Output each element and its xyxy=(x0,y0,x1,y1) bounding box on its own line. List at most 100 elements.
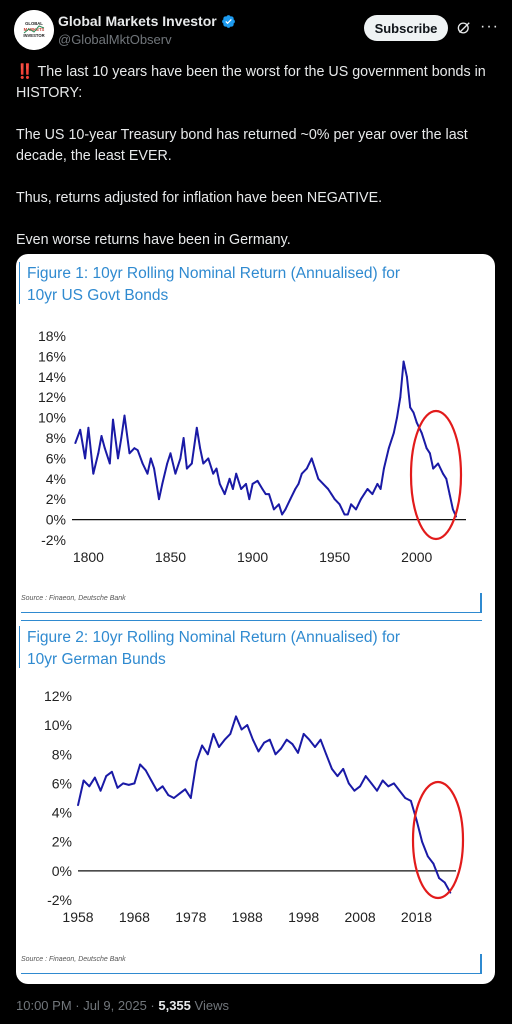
y-tick-label: 6% xyxy=(52,775,72,791)
data-point xyxy=(190,462,193,465)
x-tick-label: 1978 xyxy=(175,909,206,925)
data-point xyxy=(133,782,136,785)
data-point xyxy=(350,503,352,506)
tweet-footer: 10:00 PM · Jul 9, 2025 · 5,355 Views xyxy=(16,998,229,1013)
data-point xyxy=(133,447,136,450)
data-point xyxy=(371,493,374,495)
data-point xyxy=(285,738,288,741)
y-tick-label: 2% xyxy=(52,834,72,850)
data-point xyxy=(398,789,401,792)
data-point xyxy=(212,472,215,475)
data-point xyxy=(399,396,402,399)
data-point xyxy=(141,462,144,465)
x-tick-label: 1958 xyxy=(62,909,93,925)
data-point xyxy=(359,785,361,788)
account-handle[interactable]: @GlobalMktObserv xyxy=(58,32,172,47)
tweet-timestamp[interactable]: 10:00 PM · Jul 9, 2025 · xyxy=(16,998,159,1013)
y-tick-label: 8% xyxy=(46,430,66,446)
data-point xyxy=(392,432,395,434)
data-point xyxy=(128,452,131,455)
data-point xyxy=(88,785,91,788)
y-tick-label: 16% xyxy=(38,348,66,364)
data-point xyxy=(240,488,242,490)
data-point xyxy=(82,779,85,782)
x-tick-label: 2008 xyxy=(345,909,376,925)
tweet-media-image[interactable]: Figure 1: 10yr Rolling Nominal Return (A… xyxy=(16,254,495,984)
data-point xyxy=(103,447,106,450)
data-point xyxy=(127,783,130,786)
data-point xyxy=(291,743,294,745)
data-point xyxy=(364,775,367,778)
data-point xyxy=(92,472,95,475)
data-point xyxy=(212,732,215,735)
data-point xyxy=(347,782,350,785)
data-point xyxy=(174,472,177,475)
data-point xyxy=(280,747,283,750)
x-tick-label: 1968 xyxy=(119,909,150,925)
data-point xyxy=(343,513,346,516)
data-point xyxy=(432,862,435,865)
data-point xyxy=(251,483,254,485)
y-tick-label: -2% xyxy=(41,532,66,548)
grok-icon[interactable] xyxy=(455,19,473,37)
data-point xyxy=(108,462,111,465)
data-point xyxy=(277,503,280,506)
figure-2-title-line-2: 10yr German Bunds xyxy=(27,651,166,668)
data-point xyxy=(149,457,152,460)
data-point xyxy=(322,483,325,485)
data-point xyxy=(294,488,297,490)
data-point xyxy=(281,513,284,516)
data-point xyxy=(412,411,415,414)
data-point xyxy=(99,789,102,792)
highlight-ellipse xyxy=(411,780,465,900)
views-label: Views xyxy=(190,998,229,1013)
data-point xyxy=(342,767,345,770)
account-name[interactable]: Global Markets Investor xyxy=(58,13,217,29)
data-point xyxy=(169,452,172,455)
data-point xyxy=(186,467,188,470)
data-point xyxy=(305,467,308,470)
x-tick-label: 1850 xyxy=(155,549,186,565)
data-point xyxy=(116,786,119,789)
data-point xyxy=(94,776,96,779)
figure-2-chart: 12% 10% 8% 6% 4% 2% 0% -2%1958 1968 1978 1988 1998 2… xyxy=(44,688,465,925)
data-point xyxy=(182,437,185,439)
y-tick-label: 10% xyxy=(38,410,66,426)
verified-badge-icon xyxy=(221,14,235,28)
avatar-text-3: INVESTOR xyxy=(23,33,44,38)
more-horizontal-icon[interactable]: ··· xyxy=(480,18,499,35)
data-point xyxy=(74,442,77,444)
data-point xyxy=(327,488,329,490)
data-point xyxy=(274,753,277,756)
data-point xyxy=(223,738,226,741)
x-tick-label: 2000 xyxy=(401,549,432,565)
data-point xyxy=(161,785,164,788)
data-point xyxy=(387,447,390,450)
data-point xyxy=(437,462,439,465)
data-point xyxy=(79,428,82,431)
data-point xyxy=(245,483,247,485)
data-point xyxy=(100,435,103,437)
data-point xyxy=(153,467,155,470)
data-point xyxy=(268,738,271,741)
data-point xyxy=(415,421,418,424)
data-point xyxy=(393,782,395,785)
data-point xyxy=(308,738,311,741)
figure-1-title-line-1: Figure 1: 10yr Rolling Nominal Return (A… xyxy=(27,265,401,282)
data-point xyxy=(383,467,385,470)
data-point xyxy=(178,792,181,795)
subscribe-button[interactable]: Subscribe xyxy=(364,15,448,41)
y-tick-label: 12% xyxy=(38,389,66,405)
data-point xyxy=(438,877,440,880)
y-tick-label: 18% xyxy=(38,328,66,344)
data-point xyxy=(451,508,454,511)
data-point xyxy=(77,804,79,807)
data-point xyxy=(330,493,333,495)
data-point xyxy=(415,818,418,821)
data-point xyxy=(263,741,266,744)
data-point xyxy=(363,493,366,495)
data-point xyxy=(396,416,398,419)
data-point xyxy=(256,479,259,482)
avatar[interactable]: GLOBAL MARKETS INVESTOR xyxy=(14,10,54,50)
y-tick-label: 4% xyxy=(46,471,66,487)
